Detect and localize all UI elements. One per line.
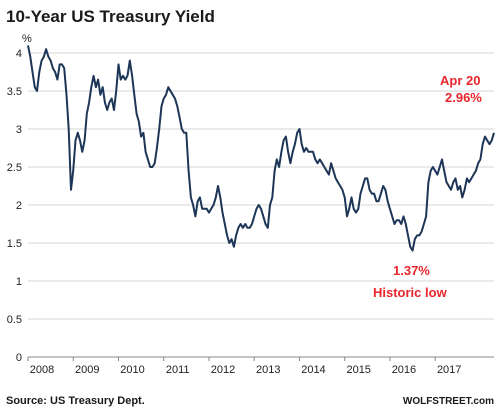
x-tick-label: 2011 xyxy=(166,364,190,376)
x-tick-label: 2015 xyxy=(346,364,370,376)
annotation-apr20-date: Apr 20 xyxy=(440,73,480,88)
chart-title: 10-Year US Treasury Yield xyxy=(6,7,215,26)
annotation-low-value: 1.37% xyxy=(393,263,430,278)
y-tick-label: 3.5 xyxy=(7,86,22,98)
annotation-low-label: Historic low xyxy=(373,285,448,300)
x-axis-ticks: 2008 2009 2010 2011 2012 2013 2014 2015 2016 2017 xyxy=(27,357,461,376)
x-tick-label: 2012 xyxy=(211,364,235,376)
x-tick-label: 2016 xyxy=(392,364,416,376)
annotation-apr20-value: 2.96% xyxy=(445,90,482,105)
grid xyxy=(28,52,494,358)
y-axis-ticks: 0 0.5 1 1.5 2 2.5 3 3.5 4 xyxy=(7,48,22,364)
x-tick-label: 2013 xyxy=(256,364,280,376)
x-tick-label: 2017 xyxy=(437,364,461,376)
series xyxy=(27,45,495,252)
y-tick-label: 0.5 xyxy=(7,314,22,326)
y-tick-label: 2 xyxy=(16,200,22,212)
y-tick-label: 4 xyxy=(16,48,22,60)
brand-logo-text: WOLFSTREET.com xyxy=(403,396,494,407)
y-tick-label: 0 xyxy=(16,352,22,364)
series-line xyxy=(27,45,495,252)
y-tick-label: 3 xyxy=(16,124,22,136)
x-tick-label: 2009 xyxy=(75,364,99,376)
y-axis-unit: % xyxy=(22,33,32,45)
y-tick-label: 2.5 xyxy=(7,162,22,174)
x-tick-label: 2010 xyxy=(120,364,144,376)
source-note: Source: US Treasury Dept. xyxy=(6,395,145,407)
y-tick-label: 1.5 xyxy=(7,238,22,250)
y-tick-label: 1 xyxy=(16,276,22,288)
x-tick-label: 2014 xyxy=(301,364,325,376)
annotations: Apr 20 2.96% 1.37% Historic low xyxy=(373,73,482,300)
x-tick-label: 2008 xyxy=(30,364,54,376)
